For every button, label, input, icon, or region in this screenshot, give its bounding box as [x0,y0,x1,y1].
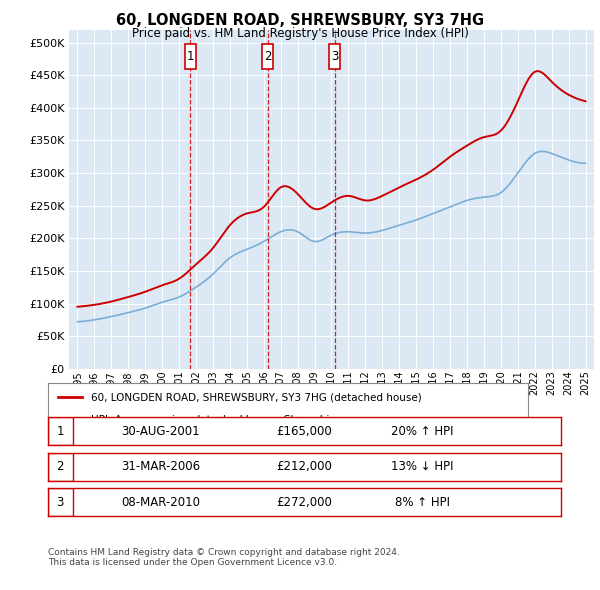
FancyBboxPatch shape [329,44,340,68]
Text: 08-MAR-2010: 08-MAR-2010 [121,496,200,509]
FancyBboxPatch shape [48,417,73,445]
Text: 1: 1 [187,50,194,63]
FancyBboxPatch shape [48,453,73,481]
FancyBboxPatch shape [262,44,274,68]
Text: 2: 2 [264,50,272,63]
Text: 60, LONGDEN ROAD, SHREWSBURY, SY3 7HG (detached house): 60, LONGDEN ROAD, SHREWSBURY, SY3 7HG (d… [91,392,422,402]
Text: 20% ↑ HPI: 20% ↑ HPI [391,425,454,438]
Text: £272,000: £272,000 [277,496,332,509]
Text: £165,000: £165,000 [277,425,332,438]
Text: 8% ↑ HPI: 8% ↑ HPI [395,496,450,509]
Text: Contains HM Land Registry data © Crown copyright and database right 2024.
This d: Contains HM Land Registry data © Crown c… [48,548,400,567]
Text: Price paid vs. HM Land Registry's House Price Index (HPI): Price paid vs. HM Land Registry's House … [131,27,469,40]
FancyBboxPatch shape [185,44,196,68]
Text: 13% ↓ HPI: 13% ↓ HPI [391,460,454,473]
Text: 3: 3 [331,50,338,63]
Text: 60, LONGDEN ROAD, SHREWSBURY, SY3 7HG: 60, LONGDEN ROAD, SHREWSBURY, SY3 7HG [116,13,484,28]
Text: HPI: Average price, detached house, Shropshire: HPI: Average price, detached house, Shro… [91,415,340,425]
Text: 1: 1 [56,425,64,438]
Text: 3: 3 [56,496,64,509]
Text: £212,000: £212,000 [277,460,332,473]
Text: 30-AUG-2001: 30-AUG-2001 [122,425,200,438]
FancyBboxPatch shape [48,488,73,516]
Text: 31-MAR-2006: 31-MAR-2006 [121,460,200,473]
Text: 2: 2 [56,460,64,473]
